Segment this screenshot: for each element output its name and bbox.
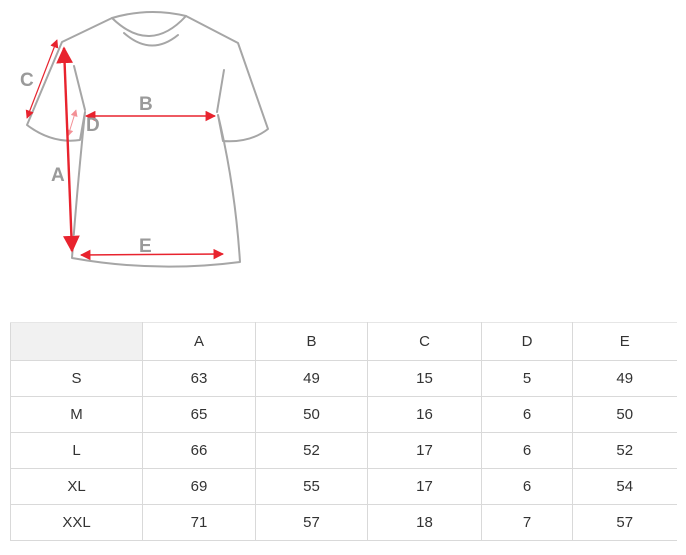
measurement-cell: 16 bbox=[367, 396, 482, 433]
size-cell: XL bbox=[10, 468, 143, 505]
collar-front bbox=[111, 15, 187, 37]
table-row-s: S 63 49 15 5 49 bbox=[10, 360, 677, 397]
measurement-cell: 7 bbox=[481, 504, 573, 541]
right-sleeve-seam bbox=[216, 69, 225, 113]
size-cell: L bbox=[10, 432, 143, 469]
table-row-m: M 65 50 16 6 50 bbox=[10, 396, 677, 433]
column-header-d: D bbox=[481, 322, 573, 361]
tshirt-measurement-diagram: A B C D E bbox=[0, 0, 343, 310]
size-cell: S bbox=[10, 360, 143, 397]
measurement-cell: 15 bbox=[367, 360, 482, 397]
measure-arrow-e bbox=[79, 248, 225, 261]
table-row-xxl: XXL 71 57 18 7 57 bbox=[10, 504, 677, 541]
measurement-cell: 50 bbox=[255, 396, 368, 433]
measurement-cell: 54 bbox=[572, 468, 677, 505]
measurement-cell: 6 bbox=[481, 468, 573, 505]
measure-arrow-a bbox=[56, 46, 80, 253]
measurement-cell: 71 bbox=[142, 504, 256, 541]
measurement-cell: 52 bbox=[572, 432, 677, 469]
measurement-cell: 69 bbox=[142, 468, 256, 505]
measure-label-d: D bbox=[86, 115, 100, 136]
measurement-cell: 55 bbox=[255, 468, 368, 505]
measurement-cell: 65 bbox=[142, 396, 256, 433]
table-corner-cell bbox=[10, 322, 143, 361]
table-header-row: A B C D E bbox=[10, 322, 677, 361]
table-row-xl: XL 69 55 17 6 54 bbox=[10, 468, 677, 505]
measurement-cell: 52 bbox=[255, 432, 368, 469]
measurement-cell: 49 bbox=[572, 360, 677, 397]
measurement-cell: 6 bbox=[481, 432, 573, 469]
column-header-e: E bbox=[572, 322, 677, 361]
measure-arrow-c bbox=[25, 39, 59, 119]
measure-arrow-d bbox=[66, 109, 78, 137]
column-header-a: A bbox=[142, 322, 256, 361]
measurement-cell: 18 bbox=[367, 504, 482, 541]
table-row-l: L 66 52 17 6 52 bbox=[10, 432, 677, 469]
measurement-arrows bbox=[25, 39, 225, 261]
measure-label-a: A bbox=[51, 165, 65, 186]
size-chart-table: A B C D E S 63 49 15 5 49 M 65 50 16 6 bbox=[10, 322, 677, 541]
measurement-cell: 57 bbox=[572, 504, 677, 541]
measurement-cell: 57 bbox=[255, 504, 368, 541]
measurement-cell: 17 bbox=[367, 468, 482, 505]
measurement-cell: 50 bbox=[572, 396, 677, 433]
size-cell: XXL bbox=[10, 504, 143, 541]
measurement-cell: 5 bbox=[481, 360, 573, 397]
measurement-cell: 17 bbox=[367, 432, 482, 469]
measurement-cell: 49 bbox=[255, 360, 368, 397]
measure-label-c: C bbox=[20, 70, 34, 91]
measurement-cell: 63 bbox=[142, 360, 256, 397]
collar-inner bbox=[123, 32, 179, 47]
column-header-c: C bbox=[367, 322, 482, 361]
column-header-b: B bbox=[255, 322, 368, 361]
size-cell: M bbox=[10, 396, 143, 433]
measure-label-b: B bbox=[139, 94, 153, 115]
measurement-cell: 6 bbox=[481, 396, 573, 433]
measure-label-e: E bbox=[139, 236, 152, 257]
measurement-cell: 66 bbox=[142, 432, 256, 469]
